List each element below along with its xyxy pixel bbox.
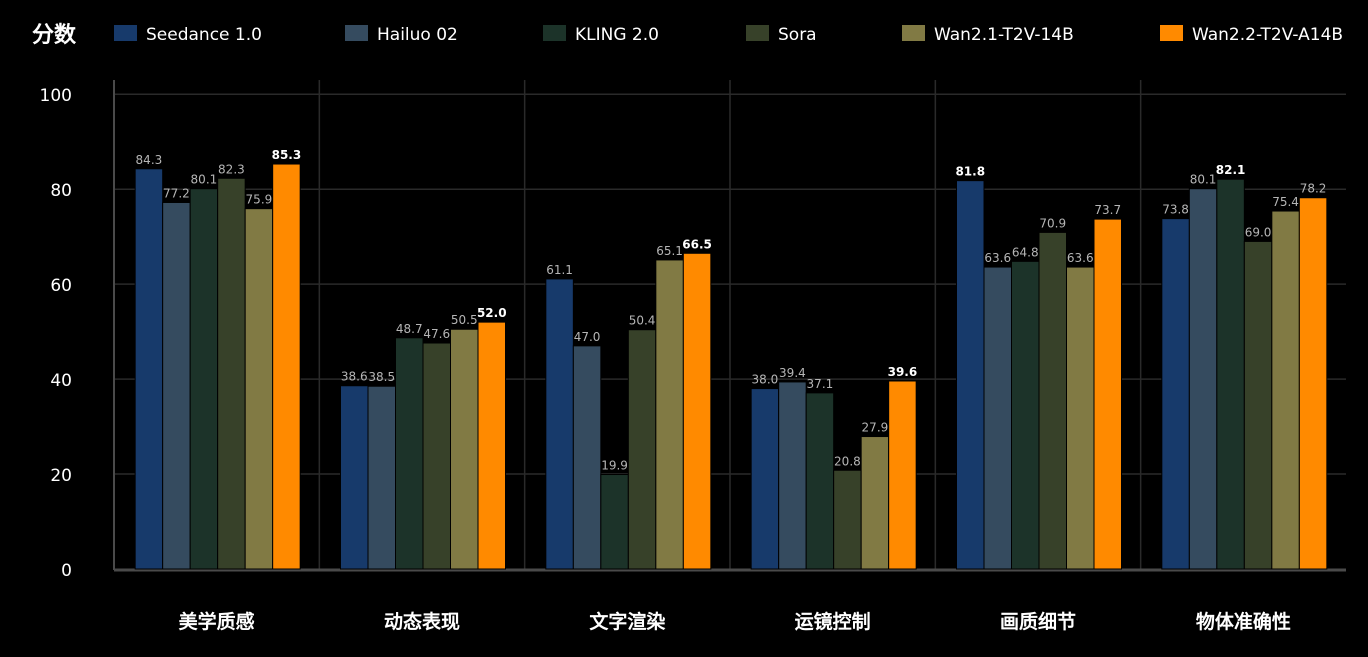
bar-3-1 <box>189 188 219 570</box>
data-label-5-1: 75.9 <box>246 193 273 207</box>
data-label-5-2: 50.5 <box>451 313 478 327</box>
y-tick-label-80: 80 <box>50 181 72 201</box>
y-tick-label-40: 40 <box>50 371 72 391</box>
chart-title: 分数 <box>32 22 77 48</box>
data-label-4-3: 50.4 <box>629 314 656 328</box>
data-label-1-6: 73.8 <box>1162 203 1189 217</box>
data-label-2-6: 80.1 <box>1190 173 1217 187</box>
x-category-label-6: 物体准确性 <box>1196 610 1291 633</box>
y-tick-label-60: 60 <box>50 276 72 296</box>
data-label-6-6: 78.2 <box>1300 182 1327 196</box>
bar-1-3 <box>545 278 574 570</box>
data-label-5-4: 27.9 <box>862 421 889 435</box>
x-category-label-2: 动态表现 <box>384 610 460 633</box>
bar-1-6 <box>1161 218 1190 570</box>
x-category-label-4: 运镜控制 <box>795 610 871 633</box>
legend-label-6: Wan2.2-T2V-A14B <box>1192 25 1343 45</box>
bar-4-5 <box>1038 231 1067 570</box>
data-label-1-2: 38.6 <box>341 370 368 384</box>
data-label-6-5: 73.7 <box>1094 203 1121 217</box>
bar-3-3 <box>600 474 629 570</box>
data-label-2-1: 77.2 <box>163 186 190 200</box>
data-label-1-3: 61.1 <box>546 263 573 277</box>
data-label-5-5: 63.6 <box>1067 251 1094 265</box>
bar-4-6 <box>1243 240 1273 570</box>
bar-1-4 <box>750 388 780 570</box>
data-label-3-2: 48.7 <box>396 322 423 336</box>
bar-5-4 <box>860 436 890 570</box>
data-label-3-6: 82.1 <box>1216 163 1246 177</box>
legend-label-1: Seedance 1.0 <box>146 25 262 45</box>
bar-4-1 <box>217 177 246 570</box>
legend-swatch-4 <box>746 25 769 41</box>
bar-6-3 <box>682 252 712 570</box>
bar-1-2 <box>340 385 369 570</box>
bar-5-5 <box>1066 266 1095 570</box>
data-label-6-3: 66.5 <box>682 237 712 251</box>
data-label-2-3: 47.0 <box>574 330 601 344</box>
legend-label-4: Sora <box>778 25 817 45</box>
x-category-label-5: 画质细节 <box>1000 610 1076 633</box>
bar-6-5 <box>1093 218 1122 570</box>
data-label-5-6: 75.4 <box>1272 195 1299 209</box>
data-label-1-4: 38.0 <box>752 373 779 387</box>
data-label-1-5: 81.8 <box>955 165 985 179</box>
data-label-6-2: 52.0 <box>477 306 507 320</box>
bar-6-1 <box>272 163 301 570</box>
data-label-2-5: 63.6 <box>984 251 1011 265</box>
data-label-4-5: 70.9 <box>1039 216 1066 230</box>
bar-3-6 <box>1216 178 1245 570</box>
bar-6-4 <box>888 380 917 570</box>
x-category-label-3: 文字渲染 <box>589 610 665 633</box>
bar-5-2 <box>450 328 479 570</box>
bar-6-2 <box>477 321 506 570</box>
legend-swatch-1 <box>114 25 137 41</box>
bar-1-5 <box>956 180 985 570</box>
bar-2-4 <box>778 381 807 570</box>
legend-label-5: Wan2.1-T2V-14B <box>934 25 1074 45</box>
data-label-4-6: 69.0 <box>1245 225 1272 239</box>
legend-swatch-6 <box>1160 25 1183 41</box>
data-label-3-3: 19.9 <box>601 459 628 473</box>
bar-5-6 <box>1271 210 1300 570</box>
bar-4-3 <box>627 329 657 570</box>
bar-2-5 <box>983 266 1012 570</box>
data-label-5-3: 65.1 <box>656 244 683 258</box>
data-label-6-4: 39.6 <box>888 365 918 379</box>
y-tick-label-100: 100 <box>40 86 72 106</box>
bar-5-3 <box>655 259 684 570</box>
data-label-4-4: 20.8 <box>834 454 861 468</box>
legend-label-2: Hailuo 02 <box>377 25 458 45</box>
bar-3-2 <box>395 337 424 570</box>
bar-3-5 <box>1011 260 1040 570</box>
data-label-1-1: 84.3 <box>136 153 163 167</box>
x-category-label-1: 美学质感 <box>179 610 255 633</box>
bar-4-2 <box>422 342 451 570</box>
y-tick-label-0: 0 <box>61 561 72 581</box>
legend-swatch-5 <box>902 25 925 41</box>
bar-6-6 <box>1298 197 1328 570</box>
data-label-3-4: 37.1 <box>807 377 834 391</box>
legend-swatch-3 <box>543 25 566 41</box>
data-label-3-5: 64.8 <box>1012 245 1039 259</box>
data-label-2-4: 39.4 <box>779 366 806 380</box>
bar-2-1 <box>162 201 191 570</box>
bar-3-4 <box>805 392 835 570</box>
bar-5-1 <box>244 208 274 570</box>
data-label-4-1: 82.3 <box>218 162 245 176</box>
legend-label-3: KLING 2.0 <box>575 25 659 45</box>
data-label-3-1: 80.1 <box>191 173 218 187</box>
bar-2-2 <box>367 385 396 570</box>
bar-1-1 <box>134 168 164 570</box>
data-label-4-2: 47.6 <box>423 327 450 341</box>
bar-2-6 <box>1188 188 1218 570</box>
bar-4-4 <box>833 469 862 570</box>
data-label-2-2: 38.5 <box>368 370 395 384</box>
y-tick-label-20: 20 <box>50 466 72 486</box>
data-label-6-1: 85.3 <box>272 148 302 162</box>
bar-2-3 <box>572 345 602 570</box>
legend-swatch-2 <box>345 25 368 41</box>
